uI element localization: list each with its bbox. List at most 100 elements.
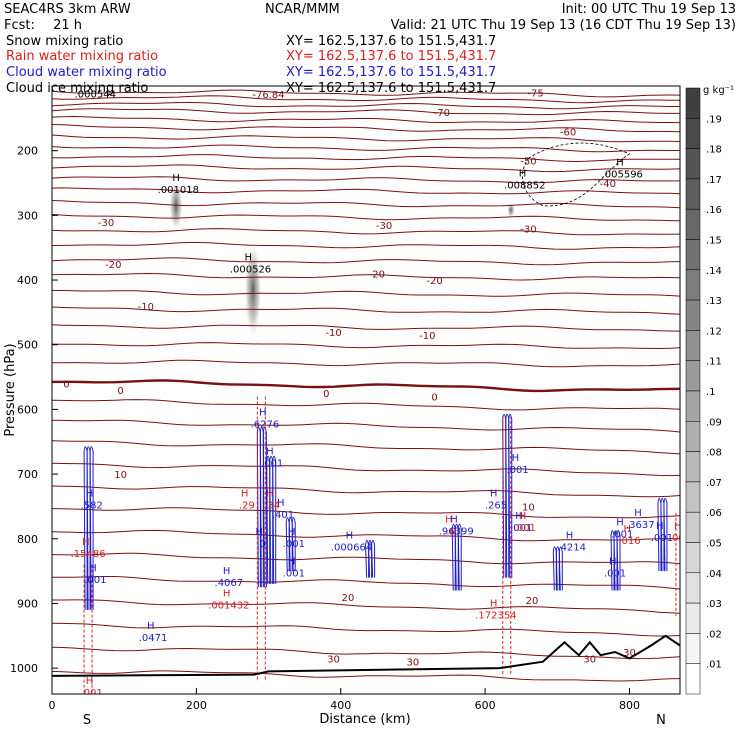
colorbar-tick-label: .12 [706,326,722,337]
rain-max-marker: H [82,537,90,548]
field-label-rain: Rain water mixing ratio [6,49,158,64]
isotherm-line [52,164,680,173]
isotherm-line [52,670,680,682]
x-tick-label: 400 [330,699,351,712]
colorbar-tick-label: .14 [706,266,722,277]
x-tick-label: 0 [49,699,56,712]
colorbar-swatch [685,269,701,301]
isotherm-label: -10 [138,302,154,313]
colorbar-unit: g kg⁻¹ [703,85,734,96]
cloud-water-max-value: .001 [283,539,305,550]
fcst-label: Fcst: [4,18,35,33]
isotherm-line [52,176,680,184]
colorbar-tick-label: .05 [706,539,722,550]
terrain-layer [52,634,680,677]
colorbar-tick-label: .06 [706,508,722,519]
rain-max-marker: H [223,589,231,600]
y-tick-label: 600 [17,403,38,416]
cloud-water-max-marker: H [255,527,263,538]
compass-north: N [656,713,666,728]
cloud-water-max-marker: H [277,498,285,509]
colorbar-swatch [685,602,701,634]
cloud-ice-contour-layer [522,142,631,207]
isotherm-label: -76.84 [252,90,284,101]
isotherm-line [52,144,680,153]
cloud-water-contour [558,546,563,591]
isotherm-line [52,187,680,195]
snow-max-value: .000544 [75,90,116,101]
colorbar-swatch [685,572,701,604]
colorbar-swatch [685,87,701,119]
colorbar-swatch [685,360,701,392]
isotherm-label: 30 [407,658,420,669]
colorbar-tick-label: .15 [706,236,722,247]
rain-max-marker: H [490,598,498,609]
isotherm-line [52,124,680,133]
cloud-water-max-marker: H [346,530,354,541]
isotherm-label: -50 [520,156,536,167]
isotherm-line [52,89,680,98]
isotherm-label: 20 [342,593,355,604]
isotherm-label: -30 [98,218,114,229]
cloud-water-contour [371,539,376,578]
cloud-water-max-value: .001 [283,568,305,579]
valid-time: Valid: 21 UTC Thu 19 Sep 13 (16 CDT Thu … [391,18,736,33]
ice-max-marker: H [519,168,527,179]
cloud-water-max-value: .265 [485,500,507,511]
snow-max-marker: H [89,78,97,89]
colorbar-tick-label: .11 [706,357,722,368]
cloud-water-max-value: .001 [604,568,626,579]
isotherm-line [52,200,680,209]
snow-shade-1 [169,180,183,232]
cloud-water-max-marker: H [288,527,296,538]
compass-south: S [83,713,91,728]
colorbar-swatch [685,421,701,452]
rain-max-value: .001 [514,523,536,534]
cloud-water-max-value: .001 [506,465,528,476]
isotherm-label: -40 [600,179,616,190]
isotherm-line [52,115,680,124]
colorbar-tick-label: .19 [706,114,722,125]
model-title: SEAC4RS 3km ARW [4,2,131,17]
cloud-water-max-marker: H [656,521,664,532]
colorbar-swatch [685,178,701,210]
isotherm-line [52,228,680,236]
rain-max-value: .34 [264,500,280,511]
colorbar-tick-label: .08 [706,448,722,459]
rain-max-marker: H [445,514,453,525]
colorbar-tick-label: .1 [706,387,716,398]
y-axis-title: Pressure (hPa) [3,343,18,436]
cloud-water-contour [272,455,277,585]
cloud-water-contour [259,426,264,588]
isotherm-label: 10 [522,502,535,513]
cloud-water-max-value: .001 [651,533,673,544]
cloud-water-max-marker: H [566,530,574,541]
colorbar-tick-label: .17 [706,175,722,186]
colorbar-tick-label: .03 [706,599,722,610]
isotherm-line [52,379,680,393]
isotherm-line [52,342,680,350]
cloud-water-max-marker: H [609,556,617,567]
cloud-water-max-value: .582 [81,500,103,511]
isotherm-label: -70 [434,108,450,119]
rain-max-value: .0 [446,526,456,537]
init-time: Init: 00 UTC Thu 19 Sep 13 [562,2,736,17]
cloud-water-max-value: .4067 [215,578,244,589]
colorbar-tick-label: .01 [706,660,722,671]
colorbar-swatch [685,542,701,574]
snow-shade-3 [507,202,515,218]
cloud-water-contour [457,523,462,591]
cloud-water-max-marker: H [259,408,267,419]
isotherm-label: -10 [419,331,435,342]
cloud-water-contour-layer [83,413,668,610]
snow-max-marker: H [245,252,253,263]
cloud-water-contour [508,413,513,578]
snow-max-value: .001018 [158,185,199,196]
isotherm-label: 0 [117,386,123,397]
isotherm-label: -60 [560,127,576,138]
colorbar-tick-label: .13 [706,296,722,307]
cloud-water-max-marker: H [450,514,458,525]
cloud-water-max-value: .000664 [331,542,372,553]
cloud-water-contour [266,455,271,585]
colorbar-tick-label: .02 [706,629,722,640]
